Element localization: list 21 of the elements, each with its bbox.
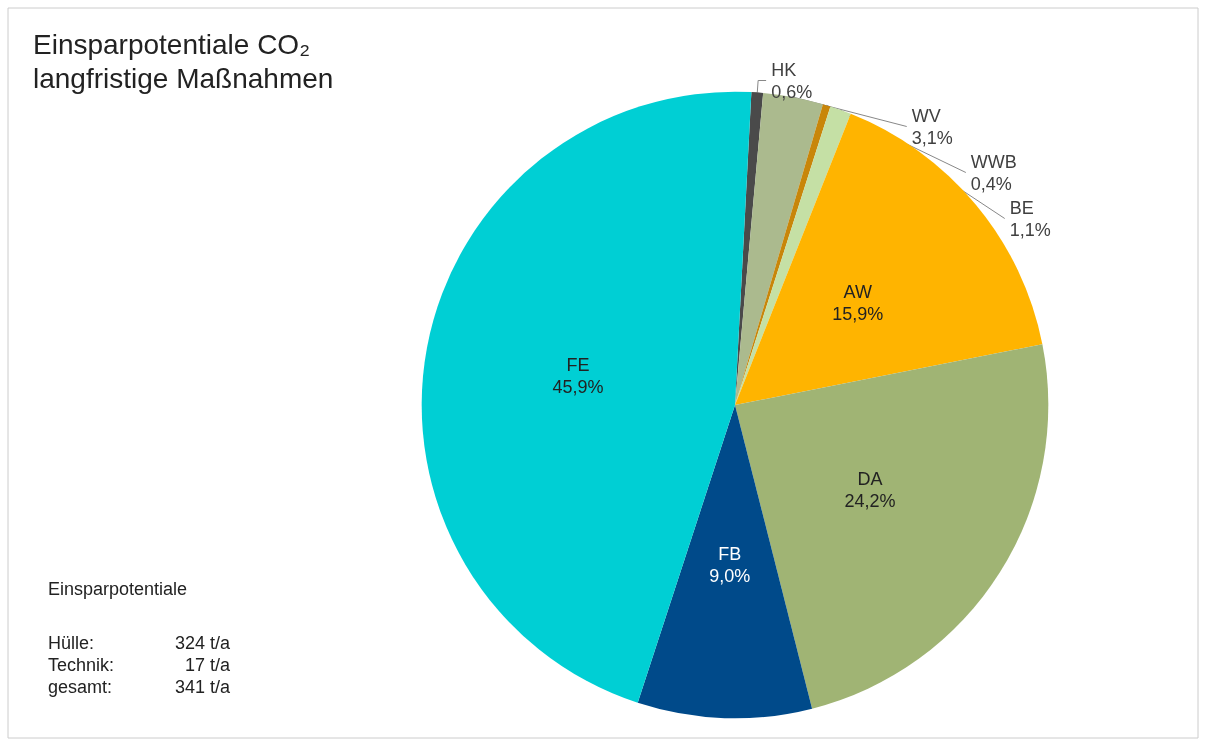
data-label: 1,1% — [1009, 219, 1051, 240]
text: Hülle: 324 t/a — [48, 633, 230, 653]
slice-label: WV — [911, 105, 941, 126]
slice-label: FB — [718, 543, 742, 564]
text: gesamt: 341 t/a — [48, 677, 230, 697]
data-label: 24,2% — [844, 491, 896, 512]
data-label: 15,9% — [832, 303, 884, 324]
slice-label: WWB — [970, 151, 1017, 172]
slice-label: HK — [771, 59, 797, 80]
slice-label: DA — [857, 469, 883, 490]
text: Einsparpotentiale — [48, 579, 188, 599]
text: Technik: 17 t/a — [48, 655, 230, 675]
data-label: 45,9% — [552, 376, 604, 397]
slice-label: AW — [843, 281, 872, 302]
slice-label: BE — [1009, 197, 1034, 218]
text: Einsparpotentiale CO₂ langfristige Maßnahmen — [33, 28, 334, 94]
data-label: 0,6% — [771, 81, 813, 102]
slice-label: FE — [566, 354, 590, 375]
data-label: 0,4% — [970, 173, 1012, 194]
data-label: 9,0% — [709, 565, 751, 586]
data-label: 3,1% — [911, 127, 953, 148]
